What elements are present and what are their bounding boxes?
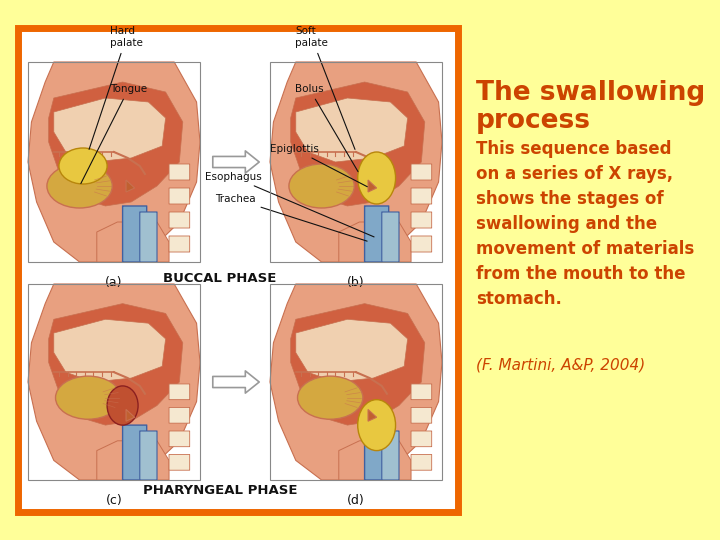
Bar (270, 284, 442, 480)
Ellipse shape (47, 164, 112, 208)
Ellipse shape (55, 376, 121, 419)
FancyBboxPatch shape (411, 188, 432, 204)
Text: (d): (d) (347, 494, 365, 507)
FancyBboxPatch shape (382, 212, 399, 262)
Text: PHARYNGEAL PHASE: PHARYNGEAL PHASE (143, 483, 297, 496)
FancyArrowPatch shape (213, 151, 259, 173)
Polygon shape (49, 303, 183, 425)
FancyBboxPatch shape (18, 28, 458, 512)
Text: The swallowing: The swallowing (476, 80, 706, 106)
Polygon shape (49, 82, 183, 206)
FancyBboxPatch shape (169, 431, 189, 447)
Polygon shape (270, 62, 442, 262)
FancyBboxPatch shape (169, 455, 189, 470)
Polygon shape (126, 409, 135, 421)
FancyBboxPatch shape (411, 236, 432, 252)
Bar (28, 62, 200, 262)
FancyBboxPatch shape (411, 455, 432, 470)
Bar (28, 62, 200, 262)
Polygon shape (291, 303, 425, 425)
FancyBboxPatch shape (140, 212, 157, 262)
FancyBboxPatch shape (169, 408, 189, 423)
Polygon shape (368, 180, 377, 192)
Text: process: process (476, 108, 591, 134)
Text: Soft
palate: Soft palate (295, 26, 355, 150)
Text: Esophagus: Esophagus (205, 172, 374, 237)
Bar (270, 62, 442, 262)
FancyBboxPatch shape (411, 212, 432, 228)
Polygon shape (296, 319, 408, 382)
FancyBboxPatch shape (122, 206, 147, 262)
FancyBboxPatch shape (122, 425, 147, 480)
FancyBboxPatch shape (382, 431, 399, 480)
Polygon shape (270, 284, 442, 480)
Text: Bolus: Bolus (295, 84, 358, 172)
FancyBboxPatch shape (169, 188, 189, 204)
FancyBboxPatch shape (411, 164, 432, 180)
FancyBboxPatch shape (411, 431, 432, 447)
FancyBboxPatch shape (169, 384, 189, 400)
Ellipse shape (107, 386, 138, 425)
FancyArrowPatch shape (213, 371, 259, 393)
FancyBboxPatch shape (169, 164, 189, 180)
FancyBboxPatch shape (169, 212, 189, 228)
Text: (c): (c) (106, 494, 122, 507)
Text: (b): (b) (347, 276, 365, 289)
Polygon shape (54, 319, 166, 382)
FancyBboxPatch shape (364, 206, 389, 262)
Text: Trachea: Trachea (215, 194, 367, 241)
Polygon shape (126, 180, 135, 192)
Polygon shape (291, 82, 425, 206)
Bar (270, 284, 442, 480)
Ellipse shape (358, 400, 395, 450)
Polygon shape (339, 441, 411, 480)
Bar (28, 284, 200, 480)
Ellipse shape (297, 376, 363, 419)
FancyBboxPatch shape (411, 384, 432, 400)
Polygon shape (28, 284, 200, 480)
Ellipse shape (59, 148, 107, 184)
Polygon shape (54, 98, 166, 162)
Polygon shape (339, 222, 411, 262)
Text: Tongue: Tongue (81, 84, 147, 184)
Bar (28, 284, 200, 480)
Bar (270, 62, 442, 262)
Text: (a): (a) (105, 276, 122, 289)
FancyBboxPatch shape (140, 431, 157, 480)
Polygon shape (96, 222, 169, 262)
Polygon shape (368, 409, 377, 421)
Text: Epiglottis: Epiglottis (270, 144, 367, 187)
Polygon shape (28, 62, 200, 262)
Text: (F. Martini, A&P, 2004): (F. Martini, A&P, 2004) (476, 358, 645, 373)
Polygon shape (296, 98, 408, 162)
Ellipse shape (358, 152, 395, 204)
FancyBboxPatch shape (411, 408, 432, 423)
FancyBboxPatch shape (169, 236, 189, 252)
Ellipse shape (289, 164, 354, 208)
Text: BUCCAL PHASE: BUCCAL PHASE (163, 272, 276, 285)
Text: This sequence based
on a series of X rays,
shows the stages of
swallowing and th: This sequence based on a series of X ray… (476, 140, 694, 308)
FancyBboxPatch shape (364, 425, 389, 480)
Polygon shape (96, 441, 169, 480)
Text: Hard
palate: Hard palate (89, 26, 143, 150)
